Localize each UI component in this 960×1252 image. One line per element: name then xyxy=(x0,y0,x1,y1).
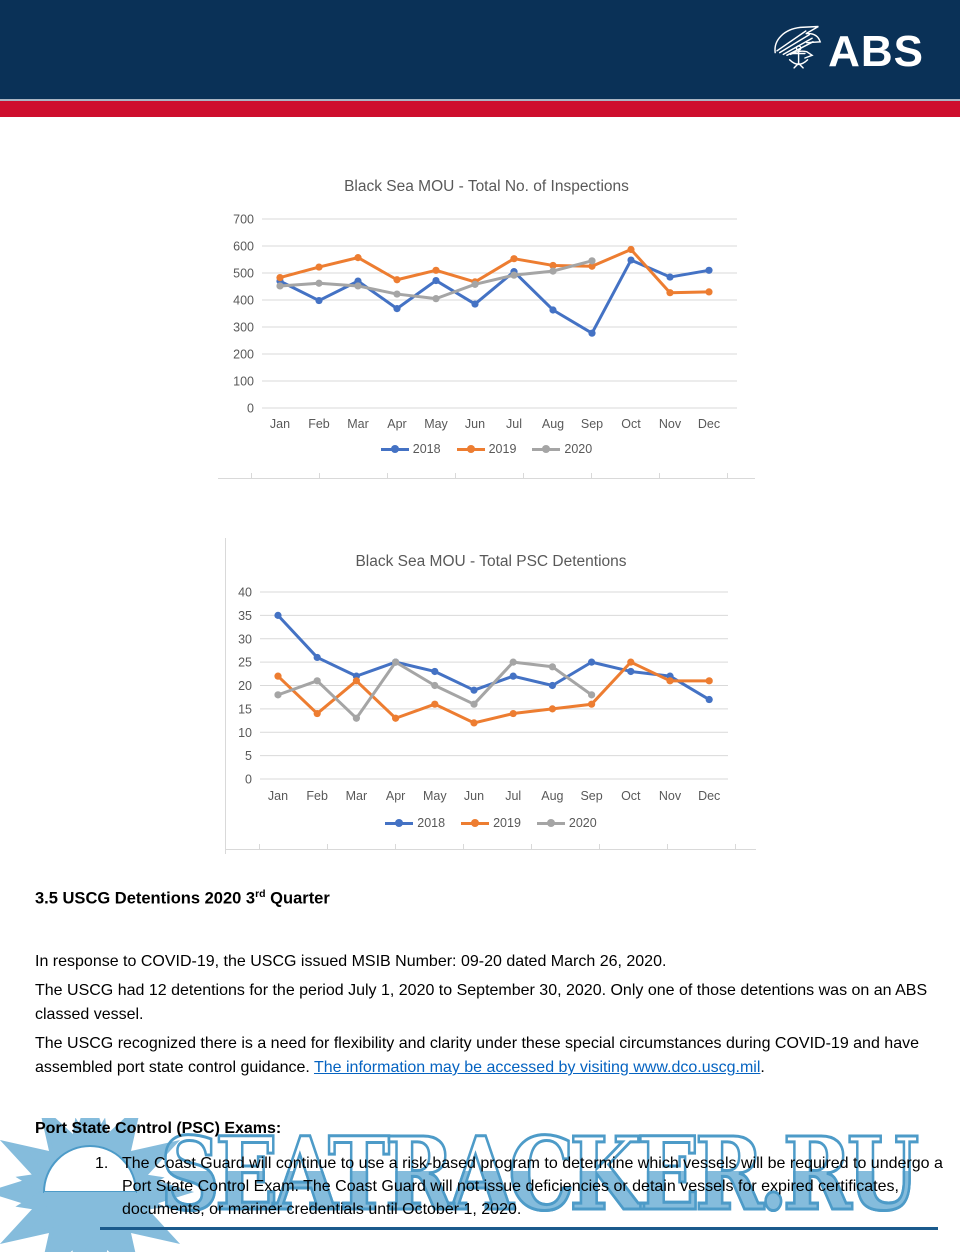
svg-text:300: 300 xyxy=(233,321,254,335)
svg-text:Feb: Feb xyxy=(308,417,330,431)
svg-text:Apr: Apr xyxy=(386,789,405,803)
inspections-chart-title: Black Sea MOU - Total No. of Inspections xyxy=(344,178,629,195)
svg-text:Nov: Nov xyxy=(659,417,682,431)
svg-text:Sep: Sep xyxy=(581,417,603,431)
svg-text:Sep: Sep xyxy=(580,789,602,803)
paragraph-guidance: The USCG recognized there is a need for … xyxy=(35,1035,919,1076)
watermark-rule xyxy=(100,1227,938,1230)
svg-text:10: 10 xyxy=(238,726,252,740)
svg-text:40: 40 xyxy=(238,586,252,600)
svg-text:May: May xyxy=(424,417,448,431)
svg-text:30: 30 xyxy=(238,632,252,646)
header-separator-line xyxy=(0,99,960,101)
svg-text:500: 500 xyxy=(233,267,254,281)
legend-label: 2020 xyxy=(568,816,597,830)
legend-label: 2019 xyxy=(488,442,517,456)
svg-text:0: 0 xyxy=(245,773,252,787)
inspections-chart-legend: 2018 2019 2020 xyxy=(218,442,755,456)
svg-text:May: May xyxy=(423,789,447,803)
svg-text:200: 200 xyxy=(233,348,254,362)
svg-text:20: 20 xyxy=(238,679,252,693)
svg-text:Mar: Mar xyxy=(347,417,369,431)
svg-text:Nov: Nov xyxy=(659,789,682,803)
legend-label: 2018 xyxy=(412,442,441,456)
svg-text:25: 25 xyxy=(238,656,252,670)
svg-text:0: 0 xyxy=(247,402,254,416)
svg-text:5: 5 xyxy=(245,749,252,763)
legend-marker-icon xyxy=(456,445,485,453)
chart-frame-ticks xyxy=(226,844,756,850)
svg-text:Mar: Mar xyxy=(346,789,368,803)
svg-text:Jan: Jan xyxy=(270,417,290,431)
legend-item: 2018 xyxy=(385,816,445,830)
paragraph-detentions: The USCG had 12 detentions for the perio… xyxy=(35,982,928,1023)
legend-label: 2020 xyxy=(564,442,593,456)
svg-text:600: 600 xyxy=(233,240,254,254)
svg-text:15: 15 xyxy=(238,702,252,716)
list-item: The Coast Guard will continue to use a r… xyxy=(122,1155,943,1218)
detentions-chart-legend: 2018 2019 2020 xyxy=(226,816,756,830)
header-red-stripe xyxy=(0,101,960,117)
svg-text:Jul: Jul xyxy=(505,789,521,803)
svg-text:Dec: Dec xyxy=(698,417,720,431)
uscg-guidance-link[interactable]: The information may be accessed by visit… xyxy=(313,1059,761,1076)
detentions-chart: Black Sea MOU - Total PSC Detentions 40 3… xyxy=(225,538,756,854)
svg-text:Jun: Jun xyxy=(465,417,485,431)
svg-text:Aug: Aug xyxy=(541,789,563,803)
paragraph-msib: In response to COVID-19, the USCG issued… xyxy=(35,953,667,970)
legend-item: 2020 xyxy=(532,442,592,456)
section-heading: 3.5 USCG Detentions 2020 3rd Quarter xyxy=(35,887,330,908)
abs-logo-text: ABS xyxy=(828,26,924,76)
inspections-chart-plot: 700 600 500 400 300 200 100 0 Jan Feb Mar Apr May Jun… xyxy=(233,213,737,431)
svg-text:Feb: Feb xyxy=(306,789,328,803)
legend-item: 2019 xyxy=(456,442,517,456)
abs-logo: ABS xyxy=(766,22,924,81)
svg-text:Aug: Aug xyxy=(542,417,564,431)
svg-text:Oct: Oct xyxy=(621,417,641,431)
svg-text:Dec: Dec xyxy=(698,789,720,803)
legend-label: 2018 xyxy=(417,816,446,830)
svg-text:400: 400 xyxy=(233,294,254,308)
detentions-chart-plot: 40 35 30 25 20 15 10 5 0 Jan Feb Mar Apr May Jun Jul Aug… xyxy=(238,586,728,803)
legend-marker-icon xyxy=(385,819,414,827)
legend-marker-icon xyxy=(461,819,490,827)
svg-text:Jul: Jul xyxy=(506,417,522,431)
svg-text:Jun: Jun xyxy=(464,789,484,803)
svg-text:Jan: Jan xyxy=(268,789,288,803)
detentions-chart-title: Black Sea MOU - Total PSC Detentions xyxy=(355,553,627,570)
inspections-chart: Black Sea MOU - Total No. of Inspections… xyxy=(218,170,755,482)
legend-item: 2019 xyxy=(461,816,521,830)
chart-frame-ticks xyxy=(218,473,755,479)
svg-text:35: 35 xyxy=(238,609,252,623)
svg-text:Apr: Apr xyxy=(387,417,406,431)
legend-marker-icon xyxy=(532,445,561,453)
svg-text:Oct: Oct xyxy=(621,789,641,803)
ordinal-superscript: rd xyxy=(255,887,266,900)
legend-item: 2018 xyxy=(380,442,441,456)
psc-exams-heading: Port State Control (PSC) Exams: xyxy=(35,1120,282,1137)
legend-marker-icon xyxy=(380,445,409,453)
legend-item: 2020 xyxy=(536,816,597,830)
svg-text:700: 700 xyxy=(233,213,254,227)
abs-eagle-icon xyxy=(766,22,824,81)
legend-label: 2019 xyxy=(493,816,521,830)
legend-marker-icon xyxy=(536,819,565,827)
svg-text:100: 100 xyxy=(233,375,254,389)
list-item-number: 1. xyxy=(95,1155,109,1172)
